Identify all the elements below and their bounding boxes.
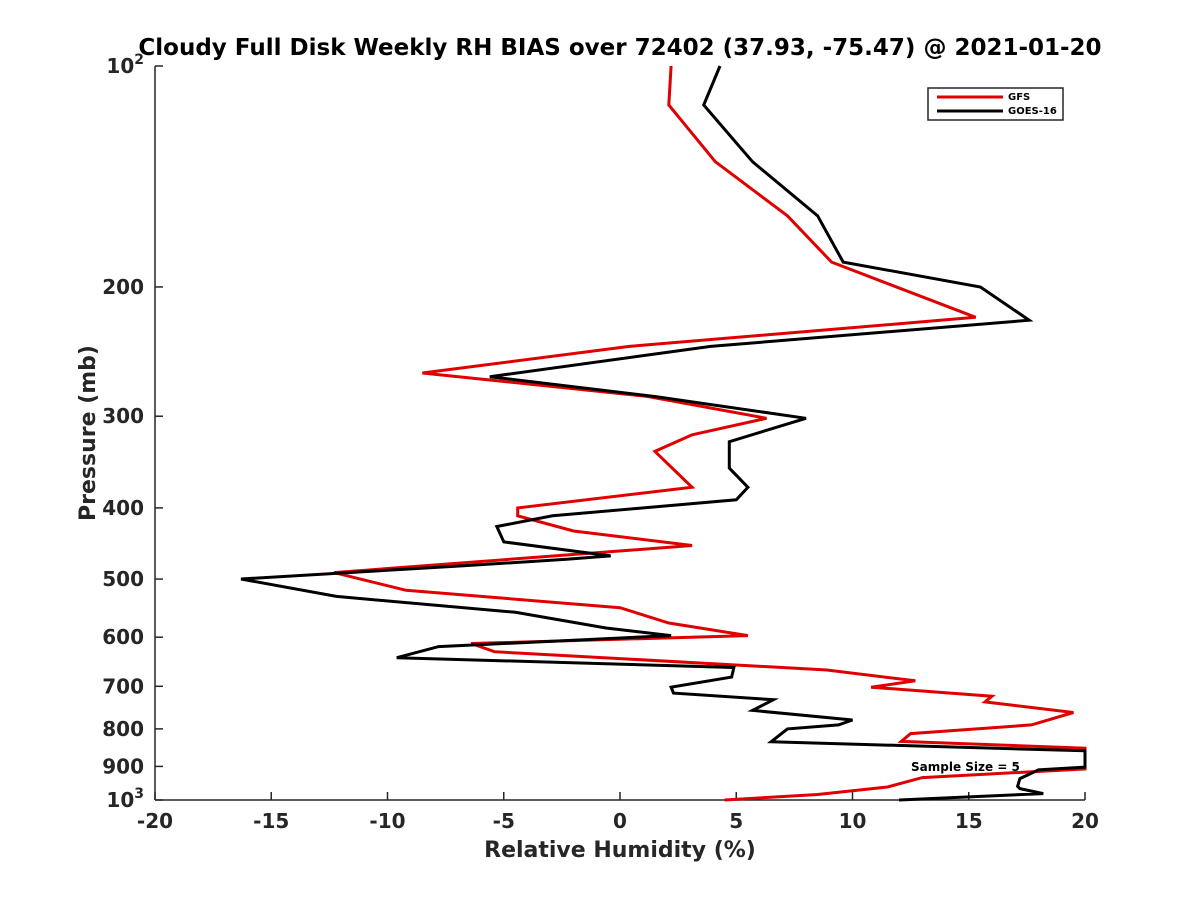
x-axis-label: Relative Humidity (%) <box>484 838 756 863</box>
legend: GFS GOES-16 <box>927 87 1064 121</box>
y-tick-label: 700 <box>102 674 144 698</box>
x-tick-label: -15 <box>253 809 289 833</box>
y-axis-label: Pressure (mb) <box>76 345 101 521</box>
axes: -20 -15 -10 -5 0 5 10 15 20 102 200 300 400 500 600 700… <box>102 52 1099 833</box>
x-tick-label: 10 <box>839 809 867 833</box>
y-tick-label: 900 <box>102 754 144 778</box>
series-line-gfs <box>333 65 1087 802</box>
sample-size-annotation: Sample Size = 5 <box>911 760 1020 774</box>
x-tick-label: -10 <box>369 809 405 833</box>
y-tick-label: 400 <box>102 496 144 520</box>
series-line-goes16 <box>240 65 1087 802</box>
x-tick-label: 0 <box>613 809 627 833</box>
x-tick-label: 15 <box>955 809 983 833</box>
legend-label-gfs: GFS <box>1008 92 1030 103</box>
data-series <box>240 65 1087 802</box>
legend-box <box>927 87 1064 121</box>
x-tick-label: -5 <box>493 809 515 833</box>
x-tick-label: 5 <box>729 809 743 833</box>
y-tick-label: 600 <box>102 625 144 649</box>
y-tick-label: 200 <box>102 275 144 299</box>
y-tick-label: 800 <box>102 717 144 741</box>
x-tick-label: -20 <box>137 809 173 833</box>
x-tick-label: 20 <box>1071 809 1099 833</box>
y-tick-label: 500 <box>102 567 144 591</box>
y-tick-label: 300 <box>102 404 144 428</box>
legend-label-goes16: GOES-16 <box>1008 106 1057 117</box>
y-tick-label: 102 <box>106 52 144 78</box>
chart-title: Cloudy Full Disk Weekly RH BIAS over 724… <box>138 35 1101 61</box>
